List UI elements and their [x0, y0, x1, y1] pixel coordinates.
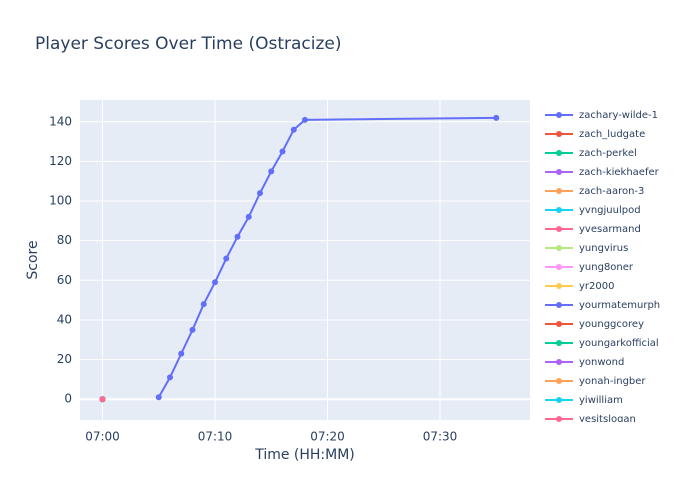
legend-marker[interactable]	[556, 302, 562, 308]
plot-area	[80, 100, 530, 420]
y-tick-label: 140	[49, 114, 72, 128]
legend-label[interactable]: zach-perkel	[579, 148, 637, 159]
x-tick-label: 07:20	[310, 430, 345, 444]
legend-label[interactable]: yvngjuulpod	[579, 205, 641, 216]
legend-marker[interactable]	[556, 207, 562, 213]
data-point	[200, 301, 207, 308]
legend-label[interactable]: yonwond	[579, 357, 624, 368]
data-point	[178, 350, 185, 357]
data-point	[257, 190, 263, 197]
legend-label[interactable]: yung8oner	[579, 262, 634, 273]
data-point	[302, 116, 308, 123]
data-point	[290, 126, 297, 133]
legend-marker[interactable]	[556, 245, 562, 251]
y-tick-label: 80	[57, 233, 72, 247]
legend-marker[interactable]	[556, 169, 562, 175]
legend-marker[interactable]	[556, 150, 562, 156]
legend-marker[interactable]	[556, 416, 562, 422]
legend-marker[interactable]	[556, 188, 562, 194]
legend-marker[interactable]	[556, 321, 562, 327]
data-point	[155, 394, 162, 401]
data-point	[245, 213, 252, 220]
legend-marker[interactable]	[556, 131, 562, 137]
legend-marker[interactable]	[556, 359, 562, 365]
x-tick-label: 07:00	[85, 430, 120, 444]
y-axis-title: Score	[25, 240, 41, 279]
legend[interactable]: zachary-wilde-1 zach_ludgate zach-perkel za…	[545, 110, 660, 425]
data-point	[99, 396, 106, 403]
legend-label[interactable]: zach-aaron-3	[579, 186, 644, 197]
legend-label[interactable]: youngarkofficial	[579, 338, 659, 349]
legend-marker[interactable]	[556, 112, 562, 118]
data-point	[189, 326, 196, 333]
legend-label[interactable]: yr2000	[579, 281, 614, 292]
y-tick-label: 40	[57, 312, 72, 326]
x-tick-label: 07:30	[423, 430, 458, 444]
legend-label[interactable]: yvesarmand	[579, 224, 641, 235]
y-tick-label: 120	[49, 154, 72, 168]
legend-marker[interactable]	[556, 226, 562, 232]
legend-label[interactable]: younggcorey	[579, 319, 644, 330]
legend-label[interactable]: yesitslogan	[579, 414, 636, 425]
legend-marker[interactable]	[556, 340, 562, 346]
legend-label[interactable]: zach-kiekhaefer	[579, 167, 660, 178]
legend-label[interactable]: yungvirus	[579, 243, 628, 254]
grid: 0 20 40 60 80 100 120 140 07:00 07:10 07:20 07:30	[49, 100, 530, 444]
legend-label[interactable]: yonah-ingber	[579, 376, 646, 387]
data-point	[493, 114, 500, 121]
data-point	[212, 279, 218, 286]
legend-label[interactable]: yiwilliam	[579, 395, 623, 406]
x-axis-title: Time (HH:MM)	[254, 447, 355, 463]
plot	[99, 114, 500, 403]
chart-title: Player Scores Over Time (Ostracize)	[35, 34, 342, 54]
legend-marker[interactable]	[556, 378, 562, 384]
legend-marker[interactable]	[556, 264, 562, 270]
data-point	[279, 148, 286, 155]
y-tick-label: 0	[64, 392, 72, 406]
legend-marker[interactable]	[556, 283, 562, 289]
y-tick-label: 100	[49, 194, 72, 208]
legend-label[interactable]: zach_ludgate	[579, 129, 645, 140]
legend-label[interactable]: yourmatemurph	[579, 300, 660, 311]
legend-marker[interactable]	[556, 397, 562, 403]
data-point	[167, 374, 173, 381]
data-point	[223, 255, 230, 262]
y-tick-label: 60	[57, 273, 72, 287]
x-tick-label: 07:10	[198, 430, 233, 444]
data-point	[268, 168, 275, 175]
data-point	[234, 233, 241, 240]
legend-label[interactable]: zachary-wilde-1	[579, 110, 658, 121]
y-tick-label: 20	[57, 352, 72, 366]
